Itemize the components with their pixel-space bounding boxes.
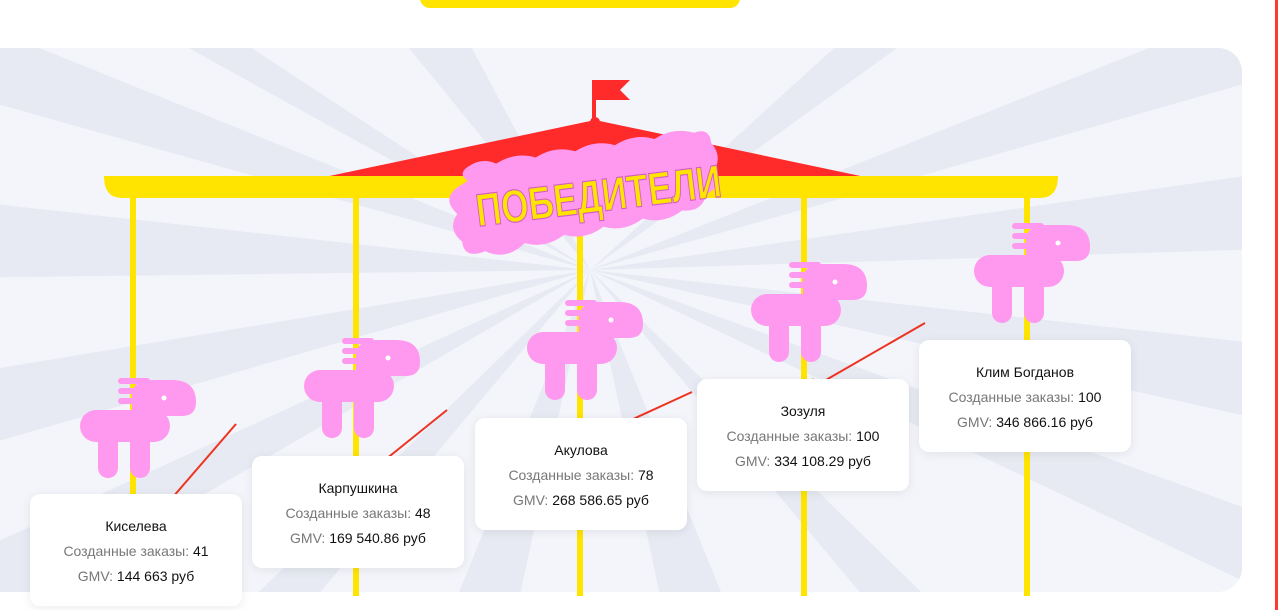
- orders-line: Созданные заказы: 100: [919, 389, 1131, 405]
- horse-icon: [751, 262, 867, 362]
- orders-line: Созданные заказы: 48: [252, 505, 464, 521]
- winner-name: Зозуля: [780, 403, 826, 419]
- gmv-line: GMV: 334 108.29 руб: [697, 453, 909, 469]
- gmv-value: 268 586.65 руб: [552, 492, 649, 508]
- gmv-label: GMV:: [735, 453, 771, 469]
- winner-name: Киселева: [105, 518, 167, 534]
- gmv-value: 334 108.29 руб: [774, 453, 871, 469]
- horse-icon: [527, 300, 643, 400]
- orders-label: Созданные заказы:: [726, 428, 853, 444]
- orders-value: 78: [637, 467, 654, 483]
- winner-card: Клим Богданов Созданные заказы: 100 GMV:…: [919, 340, 1131, 452]
- gmv-value: 144 663 руб: [116, 568, 195, 584]
- orders-label: Созданные заказы:: [948, 389, 1075, 405]
- winner-card: Карпушкина Созданные заказы: 48 GMV: 169…: [252, 456, 464, 568]
- title-badge: ПОБЕДИТЕЛИ: [449, 130, 725, 255]
- gmv-label: GMV:: [290, 530, 326, 546]
- orders-value: 100: [856, 428, 880, 444]
- orders-value: 48: [414, 505, 431, 521]
- winner-name: Клим Богданов: [975, 364, 1075, 380]
- flag-icon: [596, 80, 630, 100]
- orders-line: Созданные заказы: 100: [697, 428, 909, 444]
- winner-name: Карпушкина: [318, 480, 398, 496]
- gmv-line: GMV: 144 663 руб: [30, 568, 242, 584]
- winner-card: Зозуля Созданные заказы: 100 GMV: 334 10…: [697, 379, 909, 491]
- winner-card: Киселева Созданные заказы: 41 GMV: 144 6…: [30, 494, 242, 606]
- orders-line: Созданные заказы: 41: [30, 543, 242, 559]
- orders-label: Созданные заказы:: [63, 543, 190, 559]
- gmv-label: GMV:: [513, 492, 549, 508]
- gmv-line: GMV: 346 866.16 руб: [919, 414, 1131, 430]
- gmv-label: GMV:: [77, 568, 114, 584]
- gmv-line: GMV: 169 540.86 руб: [252, 530, 464, 546]
- orders-label: Созданные заказы:: [508, 467, 635, 483]
- horse-icon: [80, 378, 196, 478]
- gmv-line: GMV: 268 586.65 руб: [475, 492, 687, 508]
- gmv-label: GMV:: [957, 414, 993, 430]
- orders-line: Созданные заказы: 78: [475, 467, 687, 483]
- right-edge-line: [1275, 0, 1278, 610]
- orders-label: Созданные заказы:: [285, 505, 412, 521]
- horse-icon: [974, 223, 1090, 323]
- top-tab-bar: [420, 0, 740, 8]
- orders-value: 41: [192, 543, 209, 559]
- orders-value: 100: [1078, 389, 1102, 405]
- flag-pole: [592, 80, 596, 122]
- winner-name: Акулова: [554, 442, 608, 458]
- gmv-value: 169 540.86 руб: [329, 530, 426, 546]
- horse-icon: [304, 338, 420, 438]
- winner-card: Акулова Созданные заказы: 78 GMV: 268 58…: [475, 418, 687, 530]
- gmv-value: 346 866.16 руб: [996, 414, 1093, 430]
